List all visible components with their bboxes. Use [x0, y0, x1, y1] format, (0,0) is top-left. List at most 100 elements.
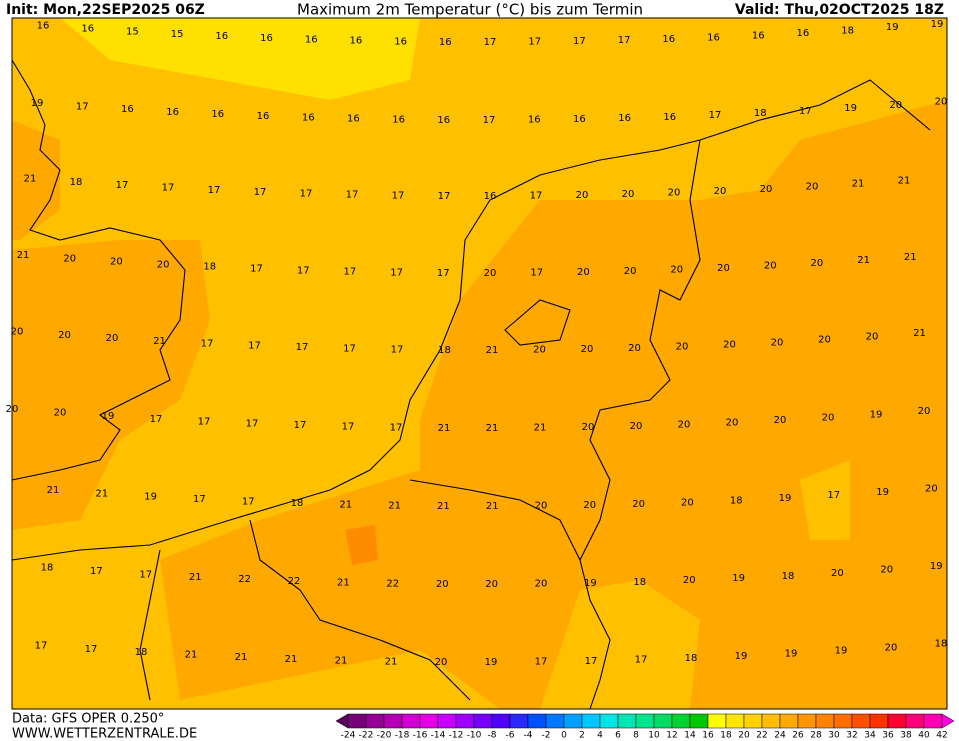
temperature-value: 19 [931, 19, 944, 30]
colorbar-label: 14 [684, 731, 696, 741]
temperature-value: 20 [533, 345, 546, 356]
temperature-value: 20 [866, 332, 879, 343]
temperature-value: 17 [297, 265, 310, 276]
colorbar-box [563, 713, 583, 729]
colorbar-label: 8 [633, 731, 639, 741]
temperature-value: 20 [811, 258, 824, 269]
colorbar-label: 2 [579, 731, 585, 741]
temperature-value: 19 [732, 573, 745, 584]
temperature-value: 20 [581, 344, 594, 355]
temperature-value: 17 [344, 267, 357, 278]
temperature-value: 19 [102, 411, 115, 422]
temperature-value: 20 [110, 257, 123, 268]
temperature-value: 17 [198, 416, 211, 427]
field-mild [800, 460, 850, 540]
temperature-value: 21 [385, 656, 398, 667]
colorbar-box [347, 713, 367, 729]
temperature-value: 16 [707, 32, 720, 43]
temperature-value: 16 [573, 114, 586, 125]
temperature-value: 17 [573, 36, 586, 47]
temperature-value: 16 [528, 115, 541, 126]
temperature-value: 21 [486, 501, 499, 512]
temperature-value: 21 [852, 179, 865, 190]
temperature-value: 18 [633, 577, 646, 588]
temperature-value: 16 [797, 28, 810, 39]
temperature-value: 17 [248, 341, 261, 352]
temperature-value: 21 [388, 500, 401, 511]
temperature-value: 21 [17, 250, 30, 261]
temperature-value: 20 [11, 326, 24, 337]
colorbar-label: -24 [341, 731, 356, 741]
temperature-labels: 16 16 15 15 16 16 16 16 16 16 17 17 17 17 16 16 16 16 18 19… [6, 19, 948, 668]
temperature-value: 17 [208, 185, 221, 196]
colorbar-label: -12 [449, 731, 464, 741]
temperature-value: 19 [735, 651, 748, 662]
colorbar-label: 0 [561, 731, 567, 741]
temperature-value: 16 [618, 113, 631, 124]
temperature-value: 21 [437, 501, 450, 512]
colorbar-box [887, 713, 907, 729]
field-mild [540, 580, 700, 709]
temperature-value: 16 [662, 34, 675, 45]
colorbar-box [689, 713, 709, 729]
temperature-value: 16 [663, 112, 676, 123]
temperature-value: 18 [41, 563, 54, 574]
temperature-value: 20 [58, 330, 71, 341]
temperature-value: 17 [162, 183, 175, 194]
map-title: Maximum 2m Temperatur (°C) bis zum Termi… [297, 1, 643, 19]
field-warm [12, 120, 60, 240]
temperature-value: 17 [76, 101, 89, 112]
colorbar-label: 24 [774, 731, 786, 741]
map-field [12, 18, 947, 709]
temperature-value: 20 [925, 483, 938, 494]
temperature-value: 17 [827, 490, 840, 501]
temperature-value: 20 [726, 417, 739, 428]
map-frame [11, 17, 948, 710]
temperature-value: 20 [583, 500, 596, 511]
temperature-value: 17 [799, 106, 812, 117]
temperature-value: 19 [876, 487, 889, 498]
temperature-value: 18 [782, 571, 795, 582]
colorbar-label: 20 [738, 731, 750, 741]
field-hot [345, 525, 378, 565]
temperature-value: 18 [135, 647, 148, 658]
temperature-value: 20 [63, 253, 76, 264]
temperature-value: 19 [31, 98, 44, 109]
temperature-value: 17 [242, 496, 255, 507]
colorbar: -24 -22 -20 -18 -16 -14 -12 -10 -8 -6 -4 -2 0 2 4 6 8 10 1… [335, 713, 955, 741]
temperature-value: 16 [81, 24, 94, 35]
temperature-value: 17 [35, 640, 48, 651]
colorbar-box [833, 713, 853, 729]
temperature-value: 21 [153, 336, 166, 347]
colorbar-label: -18 [395, 731, 410, 741]
colorbar-label: 22 [756, 731, 767, 741]
temperature-value: 20 [436, 579, 449, 590]
temperature-value: 21 [913, 328, 926, 339]
temperature-value: 17 [535, 657, 548, 668]
temperature-value: 16 [302, 112, 315, 123]
temperature-value: 20 [106, 333, 119, 344]
temperature-value: 20 [681, 497, 694, 508]
colorbar-label: 12 [666, 731, 677, 741]
temperature-value: 19 [886, 22, 899, 33]
coastlines [11, 59, 931, 710]
temperature-value: 17 [390, 422, 403, 433]
colorbar-label: -20 [377, 731, 392, 741]
temperature-value: 20 [576, 190, 589, 201]
colorbar-label: -16 [413, 731, 428, 741]
temperature-value: 19 [835, 646, 848, 657]
colorbar-label: 26 [792, 731, 804, 741]
temperature-value: 16 [392, 114, 405, 125]
coast-england [11, 59, 186, 481]
colorbar-label: -22 [359, 731, 374, 741]
colorbar-label: -2 [542, 731, 551, 741]
temperature-value: 19 [844, 103, 857, 114]
colorbar-label: 28 [810, 731, 822, 741]
temperature-value: 20 [582, 422, 595, 433]
temperature-value: 20 [630, 421, 643, 432]
colorbar-box [401, 713, 421, 729]
temperature-value: 18 [438, 345, 451, 356]
temperature-value: 20 [485, 579, 498, 590]
temperature-value: 19 [870, 409, 883, 420]
